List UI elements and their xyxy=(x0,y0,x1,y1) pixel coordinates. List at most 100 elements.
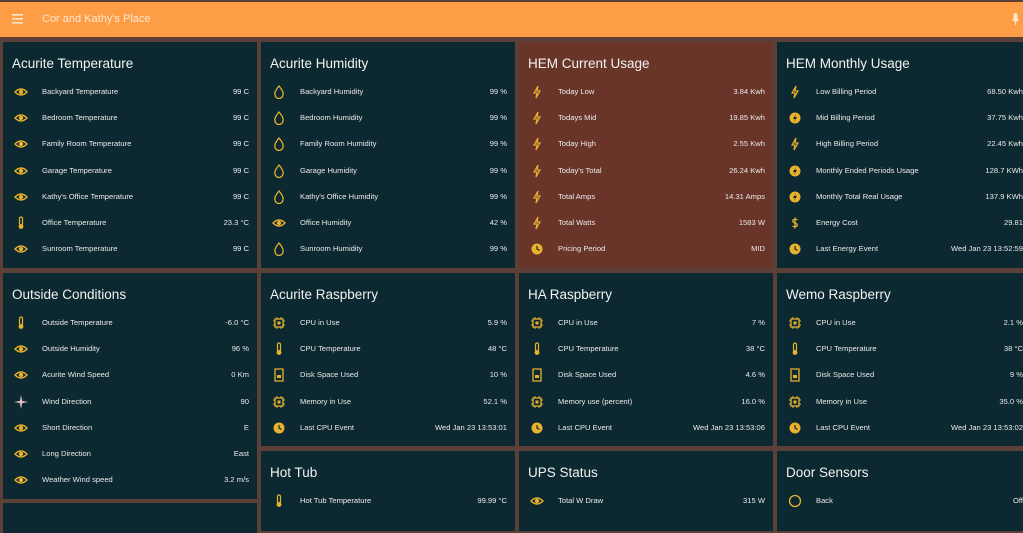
entity-name: Backyard Temperature xyxy=(42,87,119,96)
entity-name: Last CPU Event xyxy=(816,422,871,432)
entity-icon xyxy=(790,138,800,151)
entity-name: Long Direction xyxy=(42,449,91,458)
entity-value: 23.3 °C xyxy=(223,218,249,227)
entity-row: Outside Humidity 96 % xyxy=(3,341,257,357)
menu-button[interactable] xyxy=(12,14,24,24)
entity-name: Sunroom Temperature xyxy=(42,244,118,254)
entity-row: Bedroom Humidity 99 % xyxy=(261,110,515,126)
entity-row: Garage Temperature 99 C xyxy=(3,163,257,179)
entity-icon xyxy=(274,189,284,204)
entity-icon xyxy=(531,422,543,434)
entity-icon xyxy=(14,345,28,353)
entity-icon xyxy=(789,112,801,124)
entity-icon xyxy=(18,216,24,229)
entity-name: CPU Temperature xyxy=(558,344,619,354)
entity-value: 1583 W xyxy=(738,218,765,227)
entity-value: 10 % xyxy=(489,370,507,380)
entity-name: Monthly Ended Periods Usage xyxy=(816,165,919,175)
card: Hot Tub Hot Tub Temperature 99.99 °C xyxy=(261,451,515,531)
entity-name: Energy Cost xyxy=(816,218,858,227)
entity-icon xyxy=(534,342,540,356)
entity-name: Backyard Humidity xyxy=(300,87,364,96)
entity-icon xyxy=(276,494,282,507)
entity-value: Wed Jan 23 13:52:59 xyxy=(950,244,1023,254)
mic-button[interactable] xyxy=(1011,13,1020,26)
entity-icon xyxy=(276,342,282,356)
entity-value: 99 C xyxy=(232,244,249,254)
entity-icon xyxy=(14,193,28,201)
entity-row: Family Room Temperature 99 C xyxy=(3,136,257,152)
entity-name: Total Watts xyxy=(558,218,596,227)
entity-row: CPU Temperature 38 °C xyxy=(519,341,773,357)
entity-icon xyxy=(274,242,284,257)
card-title: Acurite Temperature xyxy=(12,56,134,71)
entity-name: Wind Direction xyxy=(42,396,92,406)
entity-name: Garage Temperature xyxy=(42,165,112,175)
entity-icon xyxy=(792,342,798,356)
entity-value: 0 Km xyxy=(231,370,249,380)
entity-name: Last Energy Event xyxy=(816,244,879,254)
entity-icon xyxy=(14,166,28,175)
entity-row: Family Room Humidity 99 % xyxy=(261,136,515,152)
entity-value: 35.0 % xyxy=(999,396,1023,406)
entity-icon xyxy=(792,217,798,229)
entity-row: Monthly Ended Periods Usage 128.7 KWh xyxy=(777,163,1023,179)
entity-name: Bedroom Humidity xyxy=(300,113,363,123)
card-title: HEM Monthly Usage xyxy=(786,56,910,71)
entity-icon xyxy=(14,245,28,253)
entity-value: 38 °C xyxy=(745,344,765,354)
entity-name: Family Room Temperature xyxy=(42,139,132,149)
card: Door Sensors Back Off xyxy=(777,451,1023,531)
entity-row: Disk Space Used 10 % xyxy=(261,367,515,383)
entity-value: -6.0 °C xyxy=(225,318,249,327)
entity-icon xyxy=(14,424,28,432)
entity-value: E xyxy=(243,422,249,432)
entity-name: Pricing Period xyxy=(558,244,606,254)
entity-name: Total Amps xyxy=(558,191,596,201)
entity-row: Last Energy Event Wed Jan 23 13:52:59 xyxy=(777,241,1023,257)
entity-row: Total Amps 14.31 Amps xyxy=(519,189,773,205)
entity-name: Low Billing Period xyxy=(816,87,877,96)
entity-value: 99 % xyxy=(489,87,507,96)
entity-icon xyxy=(790,368,800,383)
entity-icon xyxy=(273,317,285,329)
entity-row: Back Off xyxy=(777,493,1023,509)
entity-row: Todays Mid 19.85 Kwh xyxy=(519,110,773,126)
entity-name: Hot Tub Temperature xyxy=(300,496,372,505)
card: Acurite Temperature Backyard Temperature 9… xyxy=(3,42,257,268)
entity-row: Kathy's Office Humidity 99 % xyxy=(261,189,515,205)
entity-row: Monthly Total Real Usage 137.9 KWh xyxy=(777,189,1023,205)
entity-icon xyxy=(14,476,28,484)
card-title: UPS Status xyxy=(528,465,598,480)
entity-row: High Billing Period 22.45 Kwh xyxy=(777,136,1023,152)
entity-row: Office Humidity 42 % xyxy=(261,215,515,231)
entity-row: Memory use (percent) 16.0 % xyxy=(519,394,773,410)
entity-icon xyxy=(532,368,542,383)
entity-value: 29.81 xyxy=(1003,218,1023,227)
card-title: Wemo Raspberry xyxy=(786,287,891,302)
entity-value: 4.6 % xyxy=(745,370,765,380)
entity-icon xyxy=(274,111,284,126)
entity-value: 7 % xyxy=(751,318,765,327)
entity-value: 2.1 % xyxy=(1003,318,1023,327)
entity-icon xyxy=(14,140,28,149)
entity-name: Today's Total xyxy=(558,165,602,175)
entity-value: Wed Jan 23 13:53:06 xyxy=(692,422,765,432)
entity-name: Office Humidity xyxy=(300,218,352,227)
entity-icon xyxy=(274,163,284,178)
card: Acurite Humidity Backyard Humidity 99 % Bed… xyxy=(261,42,515,268)
card: HEM Monthly Usage Low Billing Period 68.50… xyxy=(777,42,1023,268)
entity-row: Today's Total 26.24 Kwh xyxy=(519,163,773,179)
entity-icon xyxy=(18,316,24,329)
card-title: Outside Conditions xyxy=(12,287,127,302)
entity-value: 52.1 % xyxy=(483,396,507,406)
entity-name: Disk Space Used xyxy=(300,370,359,380)
entity-name: Kathy's Office Humidity xyxy=(300,191,379,201)
entity-value: 99 % xyxy=(489,244,507,254)
entity-name: Weather Wind speed xyxy=(42,475,113,485)
entity-value: Off xyxy=(1013,496,1023,505)
entity-icon xyxy=(532,111,542,125)
entity-value: 16.0 % xyxy=(741,396,765,406)
entity-value: 99 C xyxy=(232,191,249,201)
card: UPS Status Total W Draw 315 W xyxy=(519,451,773,531)
